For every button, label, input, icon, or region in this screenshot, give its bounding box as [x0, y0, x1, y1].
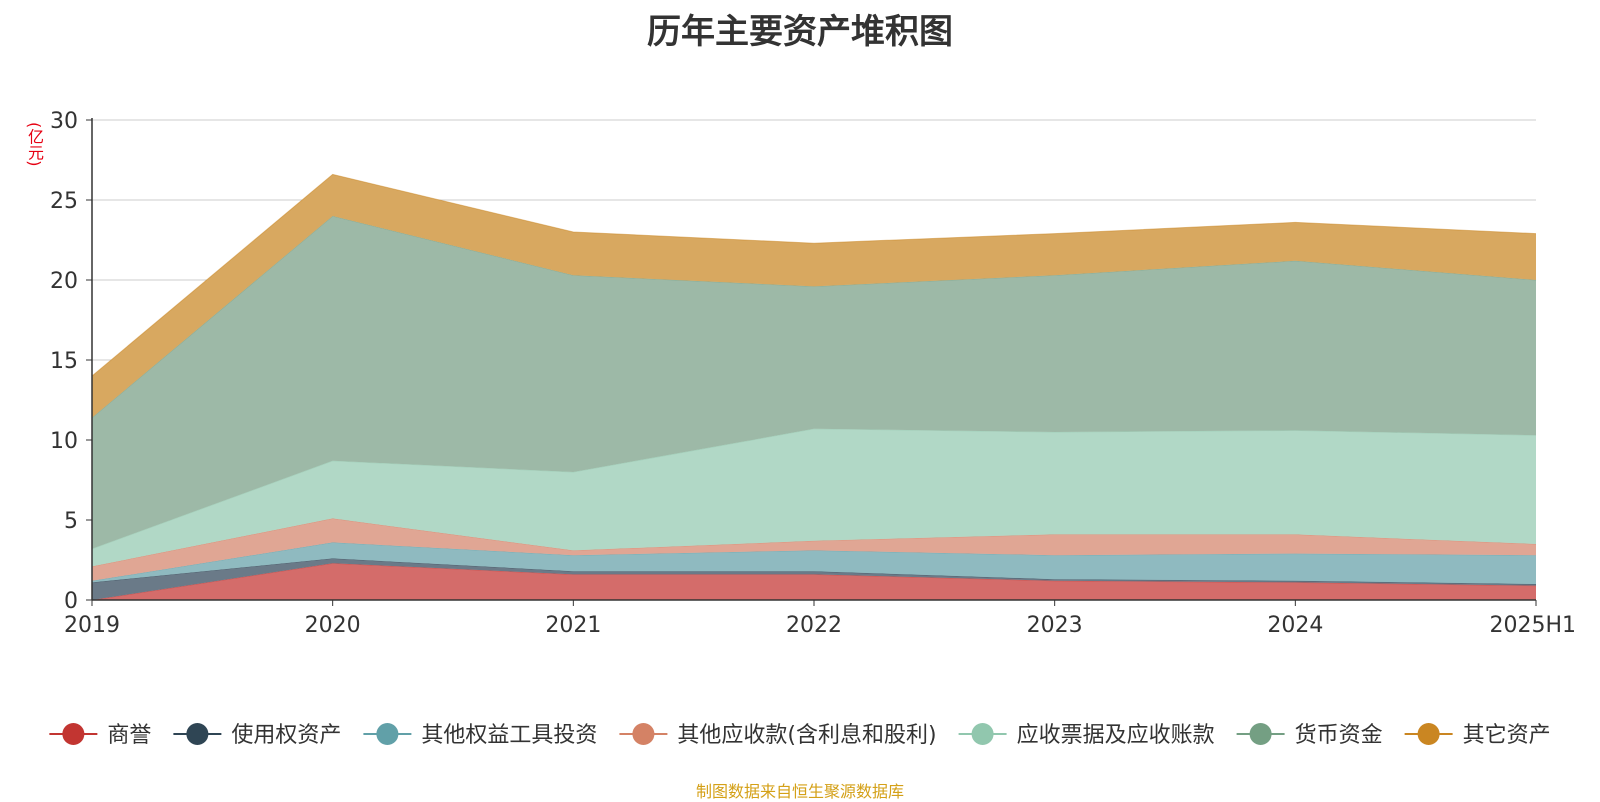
- x-tick-label: 2019: [64, 613, 120, 638]
- legend-item-0: 商誉: [49, 723, 151, 748]
- legend-marker-icon: [186, 723, 209, 745]
- x-tick-label: 2020: [305, 613, 361, 638]
- area-series-3: [92, 518, 1536, 581]
- y-tick-label: 30: [50, 109, 78, 134]
- legend-marker-icon: [376, 723, 399, 745]
- legend-item-6: 其它资产: [1404, 723, 1551, 748]
- area-series-4: [92, 428, 1536, 567]
- x-tick-label: 2022: [786, 613, 842, 638]
- chart-title: 历年主要资产堆积图: [647, 12, 953, 52]
- line-series-6: [91, 173, 1537, 377]
- legend-marker-icon: [1417, 723, 1440, 745]
- data-source-note: 制图数据来自恒生聚源数据库: [695, 782, 904, 801]
- legend-item-5: 货币资金: [1236, 723, 1383, 748]
- x-tick-label: 2023: [1027, 613, 1083, 638]
- y-tick-label: 25: [50, 189, 78, 214]
- y-tick-label: 10: [50, 429, 78, 454]
- stacked-area-chart: 0 5 10 15 20 25 30 2019 2020 2021 2022 2023 2024 2025…: [49, 109, 1576, 748]
- y-tick-label: 20: [50, 269, 78, 294]
- y-tick-label: 0: [64, 589, 78, 614]
- legend-label: 其他应收款(含利息和股利): [677, 723, 936, 748]
- y-tick-label: 5: [64, 509, 78, 534]
- legend-marker-icon: [632, 723, 655, 745]
- legend-marker-icon: [1249, 723, 1272, 745]
- x-tick-label: 2021: [545, 613, 601, 638]
- legend-label: 其他权益工具投资: [421, 723, 597, 748]
- legend-label: 其它资产: [1463, 723, 1551, 748]
- area-series-6: [92, 174, 1536, 418]
- area-series-0: [92, 563, 1536, 600]
- legend-label: 商誉: [107, 723, 151, 748]
- legend-label: 使用权资产: [231, 723, 341, 748]
- legend-label: 应收票据及应收账款: [1017, 723, 1215, 748]
- area-series-2: [92, 542, 1536, 584]
- legend-item-1: 使用权资产: [173, 723, 341, 748]
- y-tick-label: 15: [50, 349, 78, 374]
- legend-item-3: 其他应收款(含利息和股利): [619, 723, 937, 748]
- legend-marker-icon: [971, 723, 994, 745]
- legend-item-4: 应收票据及应收账款: [958, 723, 1215, 748]
- legend-label: 货币资金: [1295, 723, 1383, 748]
- y-axis-unit-label: (亿元): [25, 122, 44, 167]
- x-tick-label: 2024: [1267, 613, 1323, 638]
- area-series-5: [92, 216, 1536, 549]
- legend-item-2: 其他权益工具投资: [363, 723, 597, 748]
- x-tick-label: 2025H1: [1489, 613, 1576, 638]
- legend-marker-icon: [62, 723, 85, 745]
